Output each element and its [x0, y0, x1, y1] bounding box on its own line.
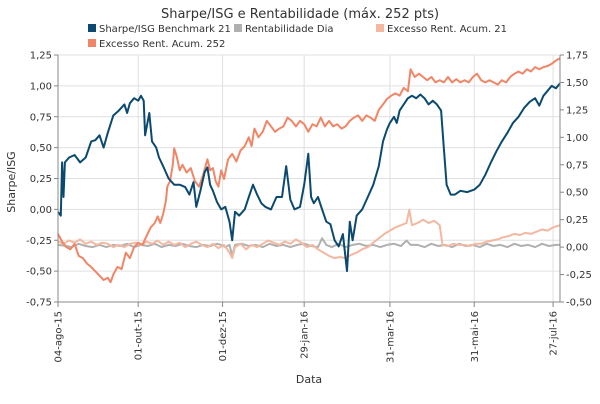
y-left-tick-label: 1,25: [30, 51, 52, 62]
x-tick-label: 27-jul-16: [549, 311, 560, 356]
series-line-benchmark-21[interactable]: [57, 82, 561, 273]
legend-item-excesso-252[interactable]: Excesso Rent. Acum. 252: [88, 39, 225, 50]
y-left-tick-label: -0,50: [26, 267, 52, 278]
x-tick-label: 29-jan-16: [300, 311, 311, 359]
chart-title: Sharpe/ISG e Rentabilidade (máx. 252 pts…: [161, 7, 439, 22]
y-left-tick-label: 0,00: [30, 205, 52, 216]
legend-item-rentabilidade-dia[interactable]: Rentabilidade Dia: [234, 24, 333, 35]
x-tick-label: 01-out-15: [134, 311, 145, 360]
y-right-tick-label: -0,25: [566, 270, 592, 281]
x-tick-label: 01-dez-15: [218, 311, 229, 361]
y-right-tick-label: 1,00: [566, 133, 588, 144]
x-tick-label: 04-ago-15: [54, 311, 65, 362]
x-axis-title: Data: [296, 373, 322, 386]
y-right-tick-label: 0,00: [566, 243, 588, 254]
x-tick-label: 31-mai-16: [470, 311, 481, 362]
axes: -0,75 -0,50 -0,25 0,00 0,25 0,50 0,75 1,00 1,25 -…: [26, 51, 592, 364]
y-left-tick-label: 0,75: [30, 112, 52, 123]
y-right-tick-label: 0,75: [566, 160, 588, 171]
y-left-tick-label: 1,00: [30, 81, 52, 92]
legend-item-excesso-21[interactable]: Excesso Rent. Acum. 21: [376, 24, 507, 35]
y-right-tick-label: 1,25: [566, 105, 588, 116]
series-line-excesso-252[interactable]: [57, 57, 561, 284]
legend-label-benchmark: Sharpe/ISG Benchmark 21: [99, 24, 231, 35]
y-right-tick-label: 0,25: [566, 215, 588, 226]
legend-swatch-excesso-252: [88, 39, 96, 47]
y-left-tick-label: 0,50: [30, 143, 52, 154]
y-right-tick-label: 1,75: [566, 51, 588, 62]
y-right-tick-label: 0,50: [566, 188, 588, 199]
legend: Sharpe/ISG Benchmark 21 Rentabilidade Di…: [88, 24, 507, 50]
series-layer: [57, 57, 561, 284]
legend-swatch-benchmark: [88, 24, 96, 32]
y-right-tick-label: -0,50: [566, 298, 592, 309]
y-axis-title: Sharpe/ISG: [5, 151, 18, 212]
y-left-tick-label: 0,25: [30, 174, 52, 185]
legend-swatch-excesso-21: [376, 24, 384, 32]
legend-item-benchmark[interactable]: Sharpe/ISG Benchmark 21: [88, 24, 231, 35]
y-left-tick-label: -0,25: [26, 236, 52, 247]
y-left-tick-label: -0,75: [26, 298, 52, 309]
legend-label-excesso-21: Excesso Rent. Acum. 21: [387, 24, 507, 35]
legend-label-rentabilidade-dia: Rentabilidade Dia: [245, 24, 333, 35]
x-tick-label: 31-mar-16: [385, 311, 396, 363]
y-right-tick-label: 1,50: [566, 78, 588, 89]
legend-label-excesso-252: Excesso Rent. Acum. 252: [99, 39, 225, 50]
legend-swatch-rentabilidade-dia: [234, 24, 242, 32]
